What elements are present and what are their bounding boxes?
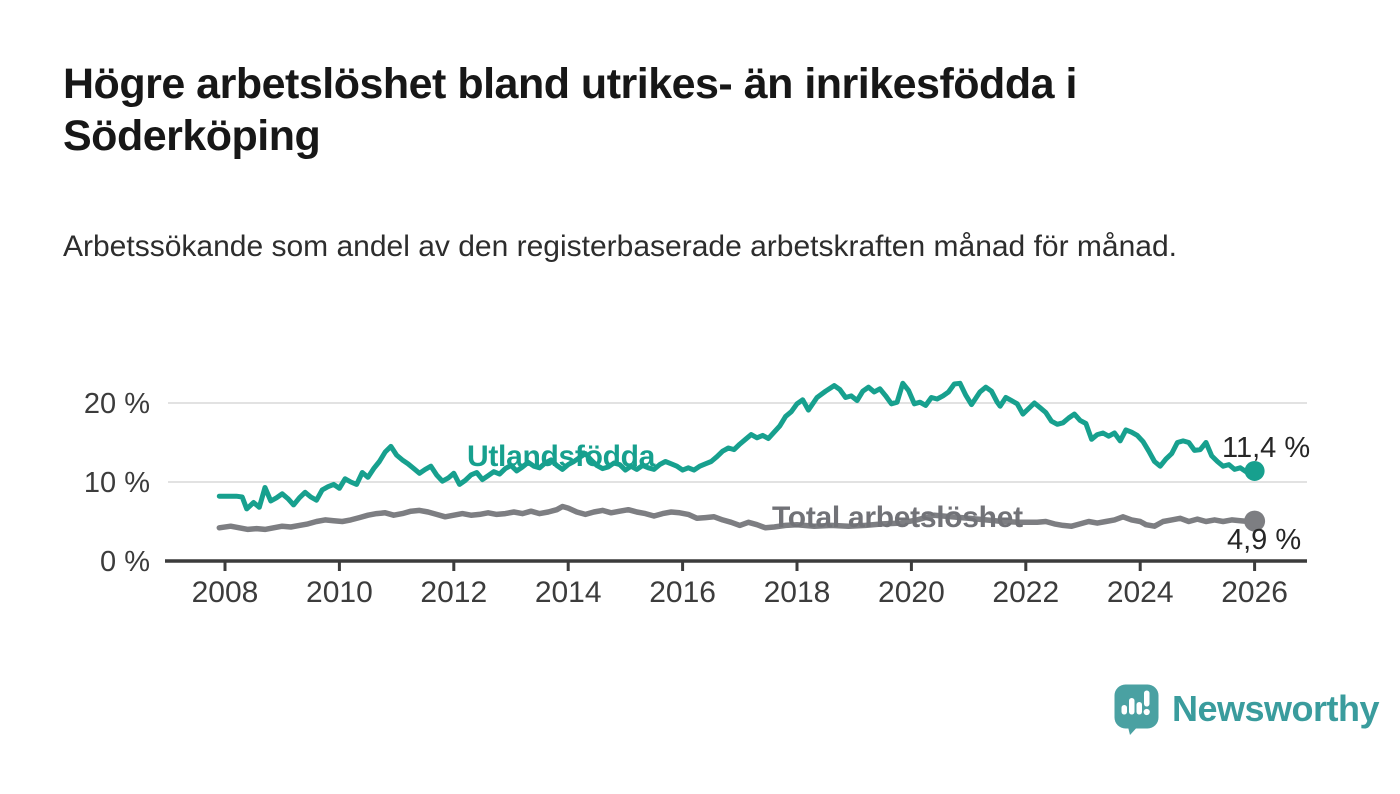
x-tick-label-2014: 2014 [535, 576, 602, 609]
x-tick-label-2008: 2008 [192, 576, 259, 609]
series-end-value-label-0: 11,4 % [1222, 432, 1310, 464]
x-tick-label-2020: 2020 [878, 576, 945, 609]
y-tick-label-10: 10 % [84, 467, 150, 499]
y-tick-label-20: 20 % [84, 388, 150, 420]
chart-subtitle: Arbetssökande som andel av den registerb… [63, 230, 1177, 263]
page-title-line-1: Högre arbetslöshet bland utrikes- än inr… [63, 60, 1077, 108]
x-tick-label-2024: 2024 [1107, 576, 1174, 609]
x-tick-label-2022: 2022 [992, 576, 1059, 609]
newsworthy-logo: Newsworthy [1113, 684, 1380, 735]
x-tick-label-2012: 2012 [420, 576, 487, 609]
line-chart-canvas: 2008 2010 2012 2014 2016 2018 2020 2022 2024 2026… [84, 380, 1310, 609]
series-label-0: Utlandsfödda [467, 440, 656, 473]
series-end-dot-0 [1244, 460, 1265, 481]
page-title: Högre arbetslöshet bland utrikes- än inr… [63, 58, 1223, 163]
brand-name: Newsworthy [1172, 688, 1380, 729]
line-chart: 2008 2010 2012 2014 2016 2018 2020 2022 2024 2026… [0, 340, 1400, 640]
series-end-value-label-1: 4,9 % [1227, 524, 1301, 556]
logo-bubble-tail [1127, 723, 1141, 735]
x-tick-label-2018: 2018 [764, 576, 831, 609]
page-title-line-2: Söderköping [63, 112, 321, 161]
x-tick-label-2016: 2016 [649, 576, 716, 609]
x-tick-label-2010: 2010 [306, 576, 373, 609]
series-label-1: Total arbetslöshet [772, 501, 1023, 534]
series-line-0 [216, 380, 1258, 512]
series-line-1 [216, 503, 1258, 533]
logo-bars-icon [1121, 690, 1150, 716]
series-end-dot-1 [1244, 510, 1266, 532]
newsworthy-logo-icon [1114, 684, 1159, 735]
y-tick-label-0: 0 % [100, 546, 150, 578]
x-tick-label-2026: 2026 [1221, 576, 1288, 609]
